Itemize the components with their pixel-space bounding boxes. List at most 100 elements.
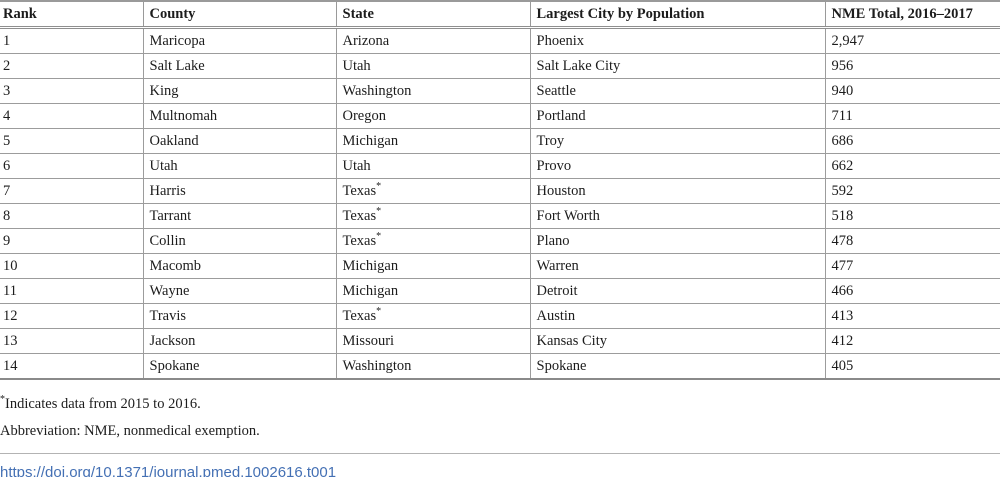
cell-rank: 7 <box>0 178 143 204</box>
cell-county: Macomb <box>142 253 336 279</box>
asterisk-symbol: * <box>0 394 5 406</box>
cell-nme-total: 956 <box>824 53 1000 79</box>
state-footnote-marker: * <box>376 305 382 317</box>
col-header-nme-total: NME Total, 2016–2017 <box>824 1 1000 29</box>
cell-rank: 12 <box>0 303 143 329</box>
table-row: 11 Wayne Michigan Detroit 466 <box>0 278 1000 304</box>
cell-largest-city: Troy <box>529 128 825 154</box>
table-row: 9 Collin Texas* Plano 478 <box>0 228 1000 254</box>
table-row: 6 Utah Utah Provo 662 <box>0 153 1000 179</box>
cell-rank: 10 <box>0 253 143 279</box>
cell-largest-city: Salt Lake City <box>529 53 825 79</box>
cell-rank: 2 <box>0 53 143 79</box>
col-header-rank: Rank <box>0 1 143 29</box>
cell-state: Texas* <box>335 178 530 204</box>
state-footnote-marker: * <box>376 180 382 192</box>
state-footnote-marker: * <box>376 230 382 242</box>
cell-state: Utah <box>335 153 530 179</box>
cell-county: Maricopa <box>142 27 336 54</box>
divider-line <box>0 453 1000 454</box>
cell-county: Salt Lake <box>142 53 336 79</box>
cell-county: Harris <box>142 178 336 204</box>
cell-rank: 4 <box>0 103 143 129</box>
cell-largest-city: Kansas City <box>529 328 825 354</box>
cell-rank: 14 <box>0 353 143 380</box>
col-header-county: County <box>142 1 336 29</box>
cell-state: Utah <box>335 53 530 79</box>
footnote-asterisk-text: Indicates data from 2015 to 2016. <box>5 396 201 412</box>
table-row: 7 Harris Texas* Houston 592 <box>0 178 1000 204</box>
cell-nme-total: 592 <box>824 178 1000 204</box>
cell-county: Wayne <box>142 278 336 304</box>
table-row: 13 Jackson Missouri Kansas City 412 <box>0 328 1000 354</box>
cell-largest-city: Spokane <box>529 353 825 380</box>
footnote-asterisk: *Indicates data from 2015 to 2016. <box>0 395 1000 413</box>
col-header-largest-city: Largest City by Population <box>529 1 825 29</box>
cell-state: Michigan <box>335 253 530 279</box>
cell-nme-total: 466 <box>824 278 1000 304</box>
cell-rank: 5 <box>0 128 143 154</box>
cell-nme-total: 405 <box>824 353 1000 380</box>
cell-state: Texas* <box>335 303 530 329</box>
cell-county: Tarrant <box>142 203 336 229</box>
cell-largest-city: Austin <box>529 303 825 329</box>
cell-county: Multnomah <box>142 103 336 129</box>
cell-county: Utah <box>142 153 336 179</box>
col-header-state: State <box>335 1 530 29</box>
nme-ranking-table: Rank County State Largest City by Popula… <box>0 0 1000 380</box>
doi-link[interactable]: https://doi.org/10.1371/journal.pmed.100… <box>0 464 337 477</box>
table-row: 14 Spokane Washington Spokane 405 <box>0 353 1000 380</box>
cell-county: Collin <box>142 228 336 254</box>
table-row: 1 Maricopa Arizona Phoenix 2,947 <box>0 27 1000 54</box>
cell-nme-total: 413 <box>824 303 1000 329</box>
cell-nme-total: 940 <box>824 78 1000 104</box>
footnote-abbreviation: Abbreviation: NME, nonmedical exemption. <box>0 423 260 439</box>
table-row: 2 Salt Lake Utah Salt Lake City 956 <box>0 53 1000 79</box>
cell-state: Oregon <box>335 103 530 129</box>
cell-nme-total: 662 <box>824 153 1000 179</box>
table-row: 5 Oakland Michigan Troy 686 <box>0 128 1000 154</box>
table-row: 10 Macomb Michigan Warren 477 <box>0 253 1000 279</box>
cell-rank: 13 <box>0 328 143 354</box>
table-row: 4 Multnomah Oregon Portland 711 <box>0 103 1000 129</box>
cell-nme-total: 686 <box>824 128 1000 154</box>
state-footnote-marker: * <box>376 205 382 217</box>
cell-largest-city: Detroit <box>529 278 825 304</box>
cell-rank: 8 <box>0 203 143 229</box>
footnotes: *Indicates data from 2015 to 2016. Abbre… <box>0 395 1000 440</box>
cell-rank: 11 <box>0 278 143 304</box>
cell-county: Travis <box>142 303 336 329</box>
table-row: 8 Tarrant Texas* Fort Worth 518 <box>0 203 1000 229</box>
cell-largest-city: Plano <box>529 228 825 254</box>
cell-county: Oakland <box>142 128 336 154</box>
table-header-row: Rank County State Largest City by Popula… <box>0 1 1000 29</box>
cell-county: Jackson <box>142 328 336 354</box>
table-row: 3 King Washington Seattle 940 <box>0 78 1000 104</box>
cell-largest-city: Provo <box>529 153 825 179</box>
cell-state: Arizona <box>335 27 530 54</box>
cell-nme-total: 711 <box>824 103 1000 129</box>
cell-state: Washington <box>335 78 530 104</box>
cell-state: Washington <box>335 353 530 380</box>
cell-state: Michigan <box>335 278 530 304</box>
cell-largest-city: Phoenix <box>529 27 825 54</box>
cell-largest-city: Portland <box>529 103 825 129</box>
cell-nme-total: 477 <box>824 253 1000 279</box>
cell-rank: 6 <box>0 153 143 179</box>
cell-rank: 3 <box>0 78 143 104</box>
cell-county: King <box>142 78 336 104</box>
cell-rank: 1 <box>0 27 143 54</box>
cell-nme-total: 518 <box>824 203 1000 229</box>
cell-largest-city: Houston <box>529 178 825 204</box>
cell-largest-city: Fort Worth <box>529 203 825 229</box>
cell-nme-total: 478 <box>824 228 1000 254</box>
cell-state: Texas* <box>335 228 530 254</box>
table-row: 12 Travis Texas* Austin 413 <box>0 303 1000 329</box>
cell-nme-total: 412 <box>824 328 1000 354</box>
cell-county: Spokane <box>142 353 336 380</box>
cell-state: Missouri <box>335 328 530 354</box>
cell-largest-city: Seattle <box>529 78 825 104</box>
cell-largest-city: Warren <box>529 253 825 279</box>
cell-state: Texas* <box>335 203 530 229</box>
